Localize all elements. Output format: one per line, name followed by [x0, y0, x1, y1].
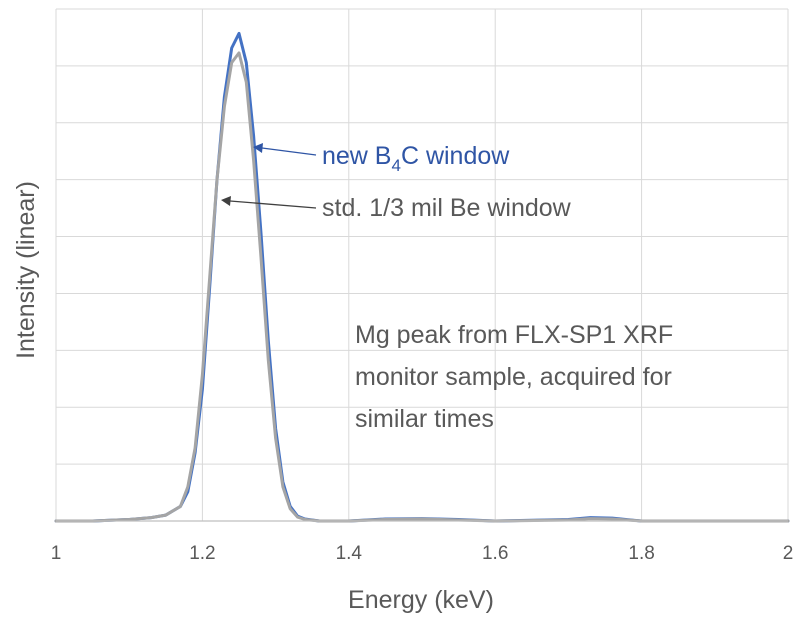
x-tick-label: 1 — [51, 543, 62, 564]
annotation-be-label: std. 1/3 mil Be window — [322, 194, 572, 222]
x-tick-label: 1.6 — [482, 543, 508, 564]
gridlines — [55, 8, 789, 521]
annotation-be-arrowhead-icon — [221, 196, 231, 206]
annotation-b4c-label: new B4C window — [322, 142, 510, 175]
x-tick-label: 1.4 — [336, 543, 363, 564]
x-tick-label: 1.2 — [189, 543, 215, 564]
annotation-b4c: new B4C window — [253, 142, 510, 175]
x-tick-labels: 1 1.2 1.4 1.6 1.8 2 — [51, 543, 794, 564]
annotation-description-line-1: Mg peak from FLX-SP1 XRF — [355, 321, 673, 349]
annotation-be: std. 1/3 mil Be window — [221, 194, 572, 222]
annotation-description-line-3: similar times — [355, 405, 494, 433]
x-axis-title: Energy (keV) — [348, 586, 494, 614]
annotation-description: Mg peak from FLX-SP1 XRF monitor sample,… — [355, 321, 673, 433]
annotation-b4c-label-subscript: 4 — [391, 156, 400, 175]
series-line-0 — [54, 31, 790, 523]
x-tick-label: 2 — [783, 543, 794, 564]
annotation-b4c-label-suffix: C window — [401, 142, 510, 170]
series-lines — [54, 31, 790, 523]
annotation-be-arrow-line — [229, 200, 317, 209]
annotation-b4c-arrowhead-icon — [253, 143, 263, 153]
annotation-b4c-label-prefix: new B — [322, 142, 391, 170]
x-tick-label: 1.8 — [628, 543, 654, 564]
annotation-description-line-2: monitor sample, acquired for — [355, 363, 672, 391]
annotation-b4c-arrow-line — [261, 147, 317, 156]
y-axis-title: Intensity (linear) — [12, 181, 40, 359]
